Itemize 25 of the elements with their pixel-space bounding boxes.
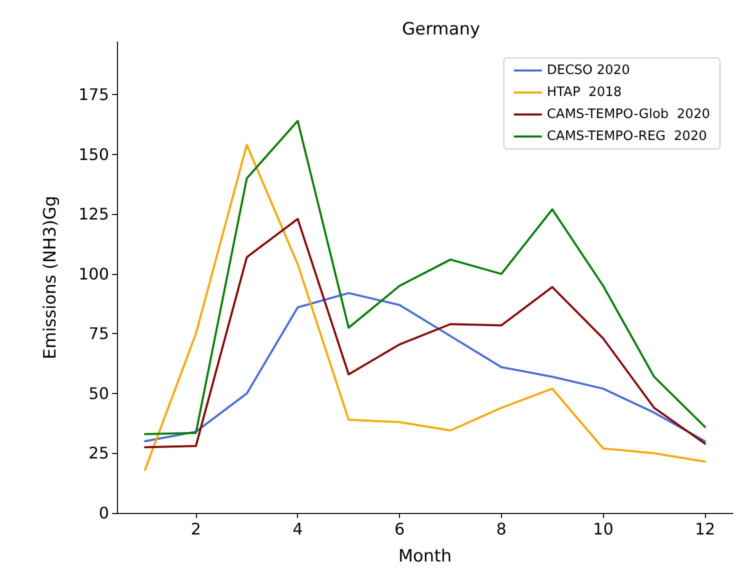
legend-label: CAMS-TEMPO-Glob 2020 [546,107,710,122]
y-tick-label: 50 [88,384,109,403]
x-tick-label: 10 [593,520,614,538]
y-tick-label: 25 [88,444,109,463]
x-tick-label: 8 [496,520,506,538]
y-tick-label: 175 [78,85,109,104]
y-tick-label: 75 [88,324,109,344]
y-tick-label: 125 [78,204,109,224]
x-tick-label: 2 [190,520,202,538]
line-series [144,120,706,436]
x-tick-label: 4 [292,520,303,538]
x-axis-title: Month [398,546,452,566]
x-tick-label: 6 [394,520,405,538]
y-tick-label: 100 [78,264,109,284]
x-tick-label: 12 [694,520,716,538]
legend-label: HTAP 2018 [546,85,622,100]
legend-label: DECSO 2020 [546,63,630,78]
y-tick-label: 0 [98,504,109,522]
chart-title: Germany [402,20,480,40]
line-series [144,144,706,471]
y-axis-title: Emissions (NH3)Gg [40,196,60,360]
y-tick-label: 150 [78,144,109,164]
line-series [144,218,706,448]
legend-label: CAMS-TEMPO-REG 2020 [546,129,707,144]
line-series [144,292,706,442]
